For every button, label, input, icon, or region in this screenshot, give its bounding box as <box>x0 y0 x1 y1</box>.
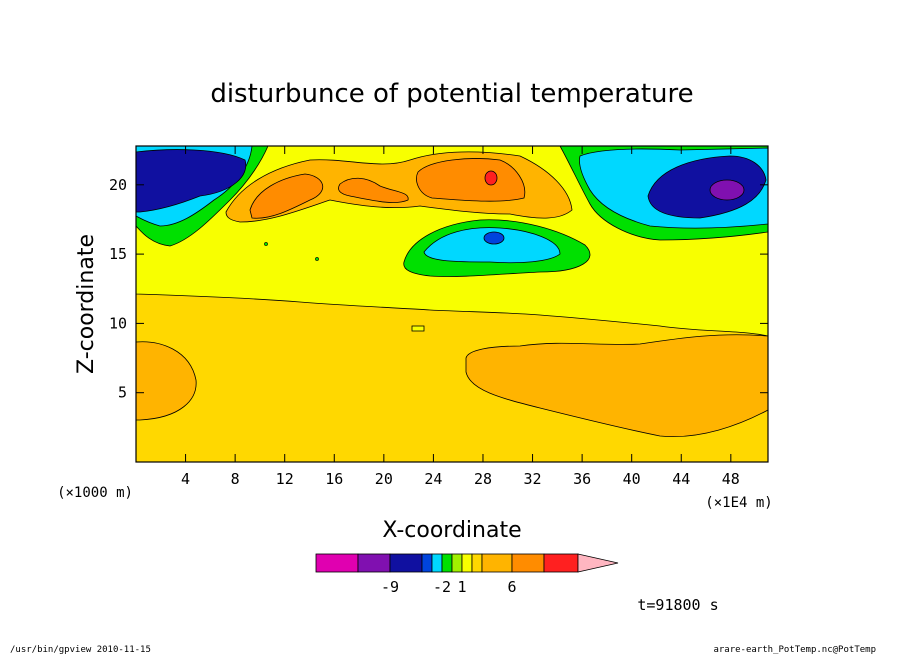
colorbar-box <box>451 553 463 573</box>
x-tick-label: 12 <box>276 470 294 488</box>
y-axis-label: Z-coordinate <box>74 234 99 374</box>
region-small-notch <box>411 325 425 332</box>
colorbar-box <box>431 553 443 573</box>
region-warm-left-lobe <box>249 173 323 219</box>
colorbar-tick-label: 1 <box>457 578 466 596</box>
region-small-dot <box>315 257 319 261</box>
colorbar-box <box>441 553 453 573</box>
x-tick-label: 28 <box>474 470 492 488</box>
colorbar-box <box>543 553 579 573</box>
colorbar-tick-label: -9 <box>381 578 399 596</box>
x-tick-label: 36 <box>573 470 591 488</box>
colorbar-box <box>315 553 359 573</box>
region-upper-right-cold-core <box>647 155 767 219</box>
colorbar-box <box>471 553 483 573</box>
colorbar-box <box>357 553 391 573</box>
y-tick-label: 10 <box>109 314 127 332</box>
chart-title: disturbunce of potential temperature <box>210 79 693 109</box>
region-central-warm <box>416 158 526 202</box>
plot-area <box>135 145 769 463</box>
x-tick-label: 20 <box>375 470 393 488</box>
x-tick-label: 40 <box>623 470 641 488</box>
colorbar-box <box>481 553 513 573</box>
x-tick-label: 44 <box>672 470 690 488</box>
colorbar-box <box>389 553 423 573</box>
y-tick-label: 5 <box>118 384 127 402</box>
region-central-blue-spot <box>483 231 505 245</box>
region-left-warm <box>136 341 197 421</box>
region-upper-right-coldest <box>709 179 745 201</box>
footer-right: arare-earth_PotTemp.nc@PotTemp <box>713 645 876 654</box>
colorbar-box <box>421 553 433 573</box>
colorbar: -9 -2 1 6 <box>315 553 619 596</box>
x-tick-label: 32 <box>524 470 542 488</box>
region-small-dot <box>264 242 268 246</box>
x-tick-label: 8 <box>231 470 240 488</box>
y-tick-label: 20 <box>109 176 127 194</box>
colorbar-tick-label: 6 <box>507 578 516 596</box>
footer-left: /usr/bin/gpview 2010-11-15 <box>10 645 151 654</box>
plot-frame <box>135 145 769 463</box>
x-axis-label: X-coordinate <box>382 518 521 543</box>
y-tick-label: 15 <box>109 245 127 263</box>
x-unit-left-label: (×1000 m) <box>57 485 133 501</box>
y-axis: 5 10 15 20 <box>109 176 768 402</box>
time-label: t=91800 s <box>637 596 718 614</box>
region-central-cold-pocket <box>423 227 561 264</box>
colorbar-tick-label: -2 <box>433 578 451 596</box>
x-tick-label: 16 <box>325 470 343 488</box>
region-warm-mid-lobe <box>338 177 409 203</box>
x-unit-right-label: (×1E4 m) <box>705 495 772 511</box>
region-upper-left-cold-core <box>136 149 247 213</box>
x-axis: 4 8 12 16 20 24 28 32 36 40 44 48 <box>181 146 740 488</box>
colorbar-box <box>461 553 473 573</box>
colorbar-arrow <box>577 553 619 573</box>
colorbar-box <box>511 553 545 573</box>
x-tick-label: 4 <box>181 470 190 488</box>
x-tick-label: 48 <box>722 470 740 488</box>
region-central-warm-peak <box>484 170 498 186</box>
x-tick-label: 24 <box>424 470 442 488</box>
